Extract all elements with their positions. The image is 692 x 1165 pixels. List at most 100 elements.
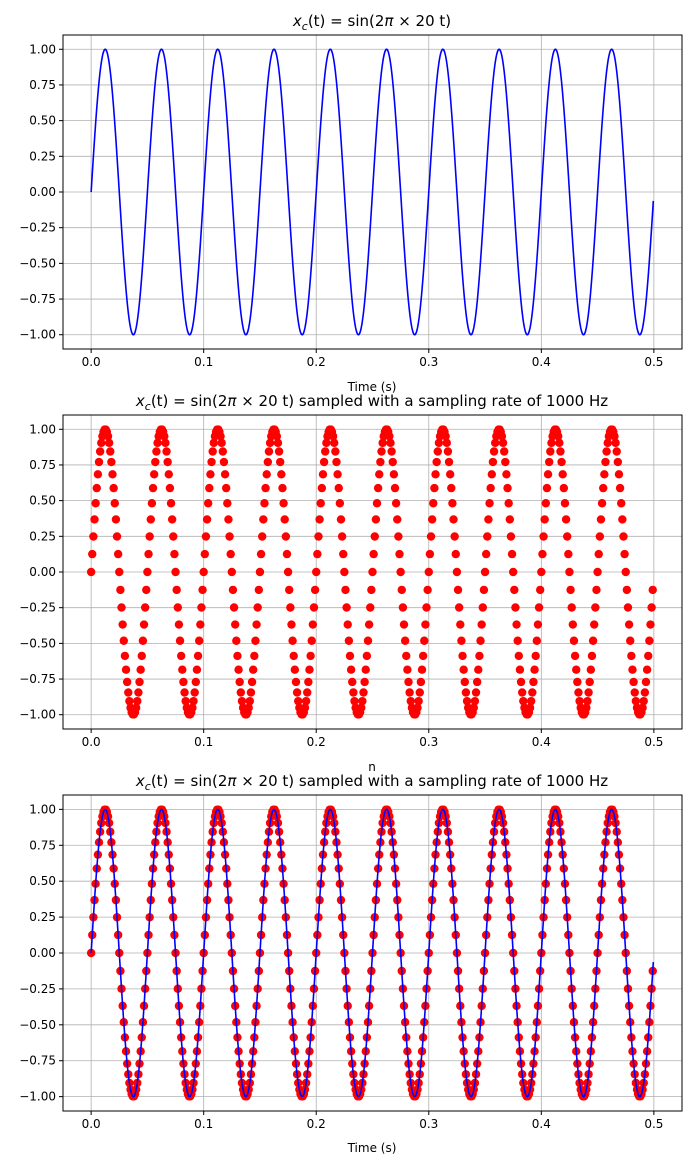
sample-point (502, 470, 511, 479)
x-tick-label: 0.0 (82, 735, 101, 749)
sample-point (88, 549, 97, 559)
sample-point (406, 696, 415, 706)
axis-ticks: 0.0 0.1 0.2 0.3 0.4 0.5 1.00 0.75 0.50 0.25 0.00 −0… (19, 802, 663, 1131)
sample-point (109, 483, 118, 493)
sample-point (249, 665, 258, 674)
sample-point (164, 470, 173, 479)
sample-point (648, 585, 657, 595)
sample-point (485, 499, 494, 508)
sample-point (283, 567, 293, 577)
sample-point (615, 483, 625, 493)
y-tick-label: 0.75 (29, 78, 56, 92)
sample-point (441, 432, 450, 441)
sample-point (226, 549, 235, 559)
sample-point (434, 438, 444, 448)
sample-point (191, 677, 200, 687)
sample-point (309, 603, 319, 612)
sample-point (259, 515, 268, 524)
sample-point (403, 665, 412, 674)
sample-point (433, 447, 442, 456)
sample-point (208, 447, 217, 456)
sample-point (124, 688, 133, 697)
sample-point (220, 470, 230, 479)
sample-point (445, 470, 455, 479)
sample-point (244, 703, 253, 712)
sample-point (146, 515, 155, 524)
sample-point (137, 651, 146, 661)
sample-point (565, 567, 574, 577)
sample-point (628, 665, 637, 674)
sample-point (198, 585, 207, 595)
sample-point (563, 532, 572, 541)
sample-point (110, 499, 119, 508)
sample-point (345, 651, 355, 661)
y-tick-label: 1.00 (29, 42, 56, 56)
x-tick-label: 0.4 (532, 1117, 551, 1131)
sample-point (425, 549, 435, 559)
sample-point (319, 457, 329, 467)
sample-point (350, 696, 359, 706)
sample-point (170, 549, 179, 559)
sample-point (256, 549, 266, 559)
sample-point (209, 438, 219, 448)
sample-point (519, 696, 528, 706)
sample-point (260, 499, 269, 508)
sample-point (165, 483, 175, 493)
sample-point (484, 515, 493, 524)
sample-point (471, 688, 481, 697)
sample-point (489, 447, 499, 456)
sample-point (280, 515, 289, 524)
sample-point (372, 499, 382, 508)
sample-point (449, 515, 458, 524)
sample-point (341, 585, 350, 595)
sample-point (265, 438, 275, 448)
sample-point (557, 457, 566, 467)
sample-point (461, 688, 471, 697)
x-tick-label: 0.4 (532, 355, 551, 369)
sample-point (610, 432, 619, 441)
sample-point (422, 603, 431, 612)
sample-point (620, 549, 629, 559)
sample-point (503, 483, 512, 493)
chart-title: xc(t) = sin(2π × 20 t) sampled with a sa… (135, 772, 608, 793)
axis-ticks: 0.0 0.1 0.2 0.3 0.4 0.5 1.00 0.75 0.50 0.25 0.00 −0… (19, 422, 663, 749)
sample-point (619, 532, 628, 541)
sample-point (112, 532, 122, 541)
x-tick-label: 0.5 (644, 735, 663, 749)
plot-area (86, 425, 657, 719)
sample-point (541, 499, 551, 508)
sample-point (322, 438, 331, 448)
sample-point (261, 483, 270, 493)
sample-point (274, 447, 284, 456)
y-tick-label: −0.75 (19, 292, 56, 306)
sample-point (538, 549, 547, 559)
sample-point (247, 677, 257, 687)
sample-point (169, 532, 178, 541)
sample-point (147, 499, 157, 508)
sample-point (276, 457, 285, 467)
sample-point (644, 651, 653, 661)
sample-point (246, 688, 256, 697)
sample-point (173, 603, 182, 612)
sample-point (423, 585, 432, 595)
x-axis-label: Time (s) (347, 380, 397, 394)
sample-point (591, 603, 600, 612)
sample-point (153, 438, 162, 448)
sample-point (501, 457, 510, 467)
sample-point (458, 651, 467, 661)
sample-point (303, 688, 312, 697)
sample-point (378, 438, 387, 448)
x-tick-label: 0.0 (82, 355, 101, 369)
sample-point (362, 651, 372, 661)
sample-point (369, 549, 378, 559)
sample-point (294, 696, 303, 706)
sample-point (304, 677, 313, 687)
sample-point (450, 532, 459, 541)
sample-point (312, 567, 321, 577)
sample-point (588, 636, 598, 645)
sample-point (223, 499, 232, 508)
sample-point (396, 567, 405, 577)
sample-point (95, 447, 105, 456)
sample-point (490, 438, 500, 448)
sample-point (398, 603, 408, 612)
